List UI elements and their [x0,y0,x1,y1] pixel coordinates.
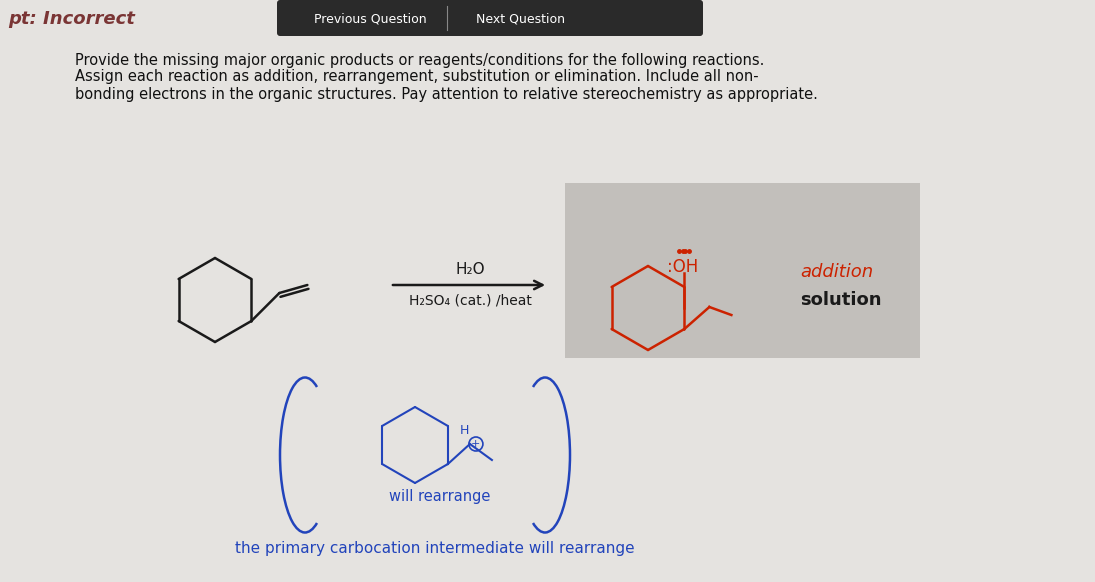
Text: Previous Question: Previous Question [313,12,426,26]
Text: Next Question: Next Question [475,12,565,26]
FancyBboxPatch shape [565,183,920,358]
Text: the primary carbocation intermediate will rearrange: the primary carbocation intermediate wil… [235,541,635,555]
FancyBboxPatch shape [277,0,703,36]
Text: addition: addition [800,263,873,281]
Text: pt: Incorrect: pt: Incorrect [8,10,135,28]
Text: :OH: :OH [667,258,698,276]
Text: H₂SO₄ (cat.) /heat: H₂SO₄ (cat.) /heat [408,293,531,307]
Text: Assign each reaction as addition, rearrangement, substitution or elimination. In: Assign each reaction as addition, rearra… [74,69,759,84]
Text: solution: solution [800,291,881,309]
Text: Provide the missing major organic products or reagents/conditions for the follow: Provide the missing major organic produc… [74,52,764,68]
Text: will rearrange: will rearrange [390,489,491,505]
Text: bonding electrons in the organic structures. Pay attention to relative stereoche: bonding electrons in the organic structu… [74,87,818,101]
Text: H: H [460,424,470,436]
Text: +: + [471,439,481,449]
Text: H₂O: H₂O [456,262,485,278]
